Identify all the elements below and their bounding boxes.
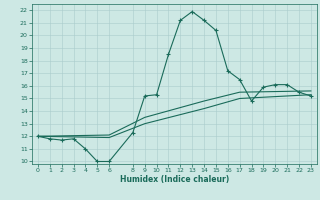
X-axis label: Humidex (Indice chaleur): Humidex (Indice chaleur) (120, 175, 229, 184)
